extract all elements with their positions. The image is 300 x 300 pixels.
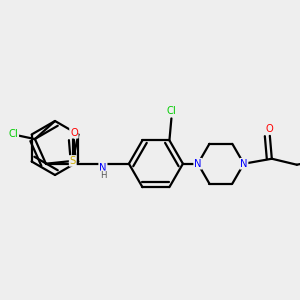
Text: Cl: Cl: [167, 106, 176, 116]
Text: Cl: Cl: [8, 130, 18, 140]
Text: N: N: [240, 159, 247, 169]
Text: N: N: [194, 159, 202, 169]
Text: O: O: [70, 128, 78, 138]
Text: S: S: [70, 156, 76, 166]
Text: H: H: [100, 171, 106, 180]
Text: O: O: [266, 124, 274, 134]
Text: N: N: [99, 163, 107, 173]
